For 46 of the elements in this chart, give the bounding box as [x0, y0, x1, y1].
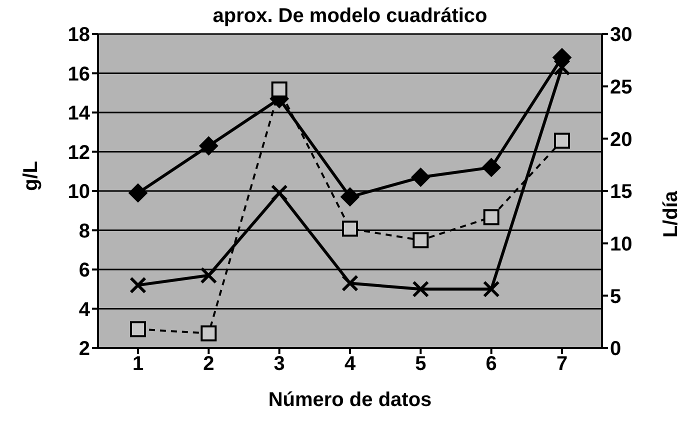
- y2-tick-label: 20: [610, 128, 632, 151]
- point: [483, 209, 500, 226]
- point: [270, 184, 288, 202]
- point: [200, 325, 217, 342]
- y2-axis-title: L/día: [660, 190, 682, 238]
- y-tick-label: 18: [68, 24, 90, 46]
- x-tick-label: 3: [274, 353, 285, 376]
- y2-tick-label: 30: [610, 24, 632, 46]
- point: [342, 220, 358, 237]
- y-tick-label: 12: [68, 142, 90, 164]
- y2-tick-label: 15: [610, 181, 632, 204]
- point: [200, 266, 218, 284]
- point: [411, 168, 430, 187]
- point: [554, 58, 570, 76]
- x-axis-title: Número de datos: [268, 389, 432, 411]
- point: [412, 280, 430, 298]
- point: [482, 158, 501, 177]
- point: [271, 81, 288, 98]
- point: [482, 280, 500, 298]
- y-tick-label: 16: [68, 63, 90, 86]
- x-tick-label: 4: [344, 353, 356, 376]
- y-axis-title: g/L: [20, 161, 42, 191]
- point: [554, 132, 570, 149]
- point: [130, 276, 146, 294]
- y2-tick-label: 0: [610, 338, 622, 360]
- x-tick-label: 7: [556, 353, 568, 376]
- y-tick-label: 10: [68, 181, 90, 204]
- x-tick-label: 5: [415, 353, 426, 376]
- x-tick-label: 6: [486, 353, 497, 376]
- y-tick-label: 4: [78, 298, 91, 321]
- point: [199, 136, 218, 156]
- y2-tick-label: 25: [610, 76, 632, 98]
- point: [128, 183, 148, 202]
- point: [130, 321, 146, 338]
- y-tick-label: 8: [78, 220, 90, 242]
- point: [342, 274, 358, 292]
- point: [340, 187, 360, 206]
- x-tick-label: 2: [203, 353, 214, 376]
- x-tick-label: 1: [132, 353, 144, 376]
- point: [412, 232, 429, 248]
- y2-tick-label: 5: [610, 286, 622, 308]
- chart-title: aprox. De modelo cuadrático: [212, 5, 488, 27]
- y-tick-label: 14: [68, 102, 91, 125]
- y2-tick-label: 10: [610, 233, 632, 256]
- y-tick-label: 2: [78, 338, 90, 360]
- y-tick-label: 6: [78, 260, 90, 282]
